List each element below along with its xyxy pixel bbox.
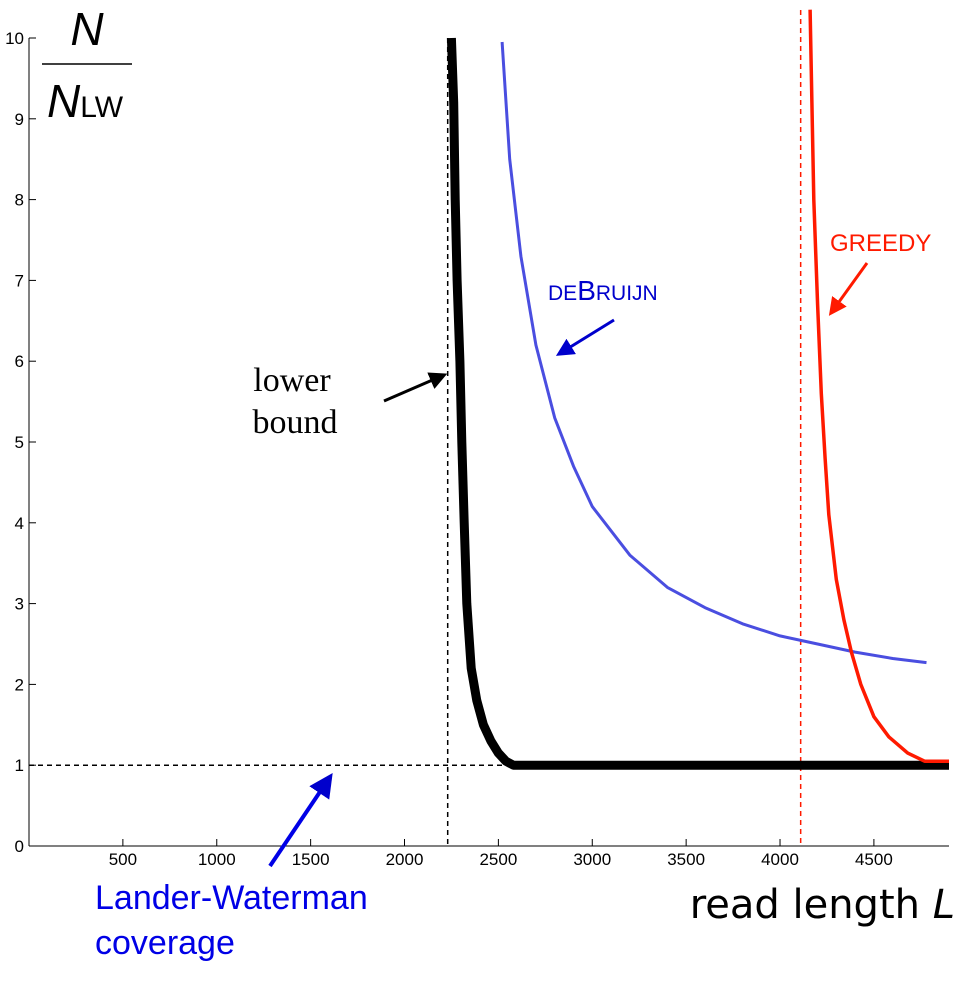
x-tick-label: 4000 xyxy=(761,850,799,869)
y-tick-label: 6 xyxy=(15,352,24,371)
series-line-debruijn xyxy=(500,41,927,665)
y-tick-label: 7 xyxy=(15,271,24,290)
annotation-lander-waterman-line1: Lander-Waterman xyxy=(95,879,368,917)
plot-area: 500 1000 1500 2000 2500 3000 3500 4000 4500 0 1 2 3 4… xyxy=(5,9,949,869)
ylabel-numerator: N xyxy=(70,3,104,55)
y-tick-label: 3 xyxy=(15,595,24,614)
x-tick-label: 4500 xyxy=(855,850,893,869)
x-tick-label: 1500 xyxy=(292,850,330,869)
y-axis-label: N NLW xyxy=(42,3,132,127)
arrow-lander-waterman xyxy=(268,773,333,868)
annotation-lower-bound-line2: bound xyxy=(253,404,338,441)
y-tick-label: 1 xyxy=(15,756,24,775)
x-tick-label: 2000 xyxy=(386,850,424,869)
x-tick-label: 3500 xyxy=(667,850,705,869)
arrow-lower-bound xyxy=(383,372,448,403)
series-line-greedy xyxy=(808,9,949,763)
annotation-lower-bound-line1: lower xyxy=(253,362,331,399)
x-tick-label: 500 xyxy=(109,850,137,869)
ylabel-denominator: NLW xyxy=(47,75,124,127)
arrow-greedy xyxy=(828,262,869,316)
series-line-lower-bound xyxy=(446,37,949,770)
annotation-debruijn: DEBRUIJN xyxy=(548,275,658,306)
y-tick-label: 4 xyxy=(15,514,24,533)
arrow-debruijn xyxy=(555,318,615,356)
y-tick-label: 5 xyxy=(15,433,24,452)
annotation-lander-waterman-line2: coverage xyxy=(95,924,235,962)
annotation-lander-waterman: Lander-Waterman coverage xyxy=(95,879,368,962)
y-tick-label: 8 xyxy=(15,191,24,210)
y-tick-label: 0 xyxy=(15,837,24,856)
x-tick-label: 2500 xyxy=(479,850,517,869)
y-tick-label: 9 xyxy=(15,110,24,129)
x-tick-label: 3000 xyxy=(573,850,611,869)
y-tick-label: 2 xyxy=(15,675,24,694)
x-axis-label: read length L xyxy=(690,882,955,928)
y-tick-label: 10 xyxy=(5,29,24,48)
annotation-lower-bound: lower bound xyxy=(253,362,338,441)
annotation-greedy: GREEDY xyxy=(830,230,931,257)
x-tick-label: 1000 xyxy=(198,850,236,869)
